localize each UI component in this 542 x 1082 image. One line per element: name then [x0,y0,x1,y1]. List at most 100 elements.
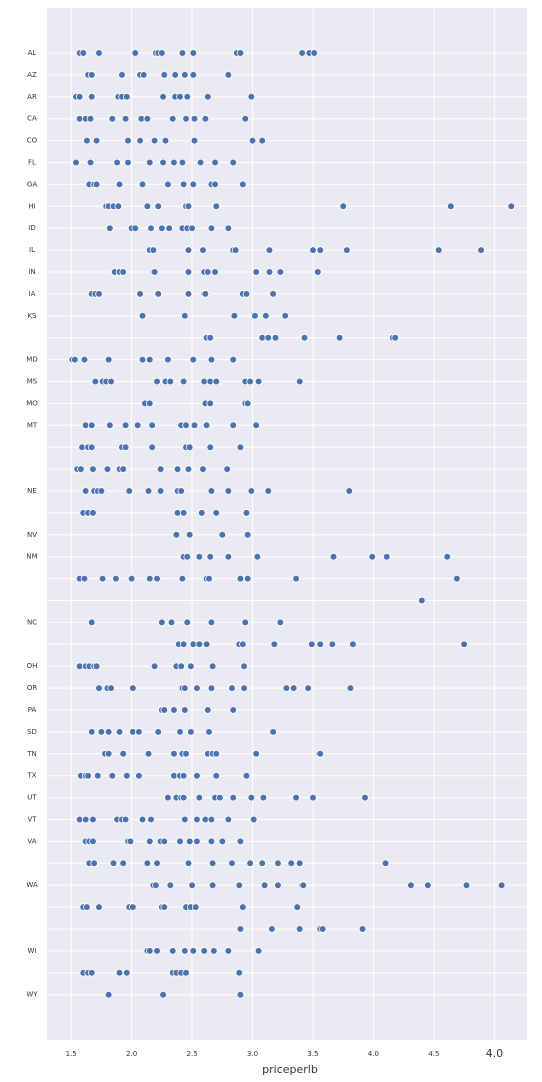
y-tick-label: MS [27,378,38,386]
point [87,93,96,101]
point [147,224,155,233]
point [307,640,316,649]
point [181,815,189,824]
point [358,925,367,933]
point [343,246,351,254]
point [212,771,221,780]
point [208,859,217,868]
point [339,202,348,211]
y-tick-label: NE [27,487,37,495]
point [189,71,198,79]
point [188,881,196,889]
point [189,180,198,189]
point [195,640,204,649]
x-tick-label: 2.5 [187,1050,198,1058]
point [252,421,260,430]
point [168,947,177,955]
point [115,728,124,736]
point [276,618,285,627]
point [258,136,267,145]
point [242,509,251,517]
point [177,662,186,670]
point [178,158,187,167]
point [262,311,270,320]
y-tick-label: NV [27,531,37,539]
point [211,268,219,276]
point [216,793,224,802]
point [178,49,187,57]
point [183,618,192,627]
point [208,662,217,670]
point [91,377,100,386]
point [183,93,192,101]
point [121,815,130,824]
point [150,662,159,670]
point [253,552,262,561]
point [122,93,131,101]
point [95,290,103,298]
point [181,684,189,692]
point [239,903,247,911]
point [243,574,252,583]
point [181,71,189,79]
point [274,859,282,868]
point [199,246,207,254]
point [104,355,113,364]
point [107,377,115,386]
point [249,815,258,824]
point [145,355,154,364]
point [97,728,106,736]
point [497,881,506,889]
point [287,859,296,868]
point [243,399,252,408]
point [309,793,317,802]
point [345,487,354,495]
point [104,749,113,758]
point [103,465,112,473]
y-tick-label: CA [27,115,37,123]
y-tick-label: AL [28,49,37,57]
point [212,749,221,758]
point [156,465,165,473]
point [201,114,210,123]
point [87,71,96,79]
point [252,749,260,758]
y-tick-label: TX [26,772,36,780]
point [316,246,325,254]
point [160,837,169,846]
point [144,487,153,495]
point [247,487,256,495]
point [113,158,121,167]
point [119,268,127,276]
point [318,925,327,933]
point [200,947,208,955]
point [133,421,142,430]
point [121,443,130,452]
point [158,224,166,233]
point [107,684,115,692]
point [259,793,268,802]
point [190,114,199,123]
point [170,706,178,714]
point [265,246,274,254]
point [160,71,169,79]
point [119,859,127,868]
point [202,640,211,649]
point [218,530,227,539]
point [118,71,126,79]
plot-area [47,8,527,1040]
point [95,49,103,57]
point [243,530,252,539]
point [246,859,254,868]
point [229,793,237,802]
point [292,793,300,802]
point [136,290,144,298]
point [164,355,172,364]
point [158,618,166,627]
point [185,443,194,452]
point [289,684,298,692]
point [269,290,277,298]
y-tick-label: VT [27,816,37,824]
point [443,552,452,561]
point [193,815,201,824]
